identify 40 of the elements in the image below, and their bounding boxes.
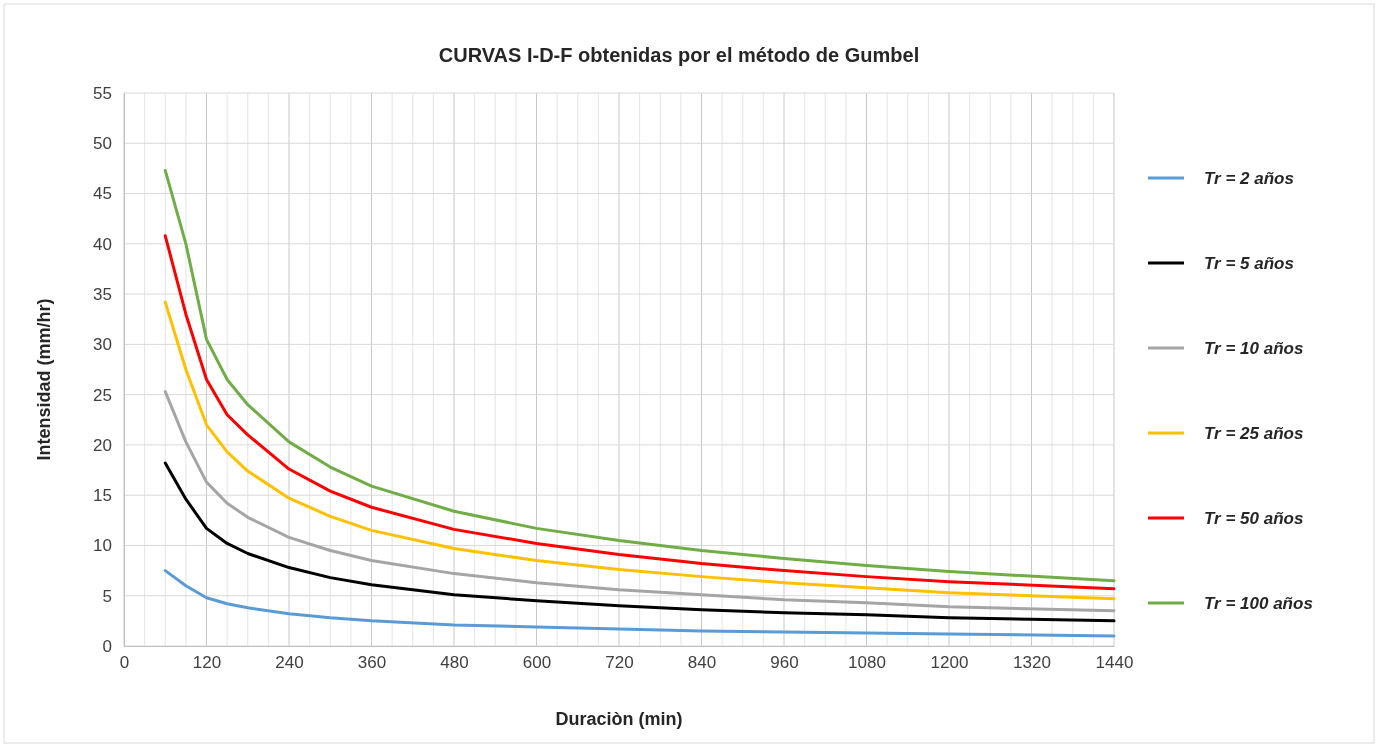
x-tick-label: 1080	[848, 653, 886, 673]
y-axis-title: Intensidad (mm/hr)	[34, 298, 54, 461]
line-series	[163, 390, 1116, 613]
line-series	[163, 461, 1116, 623]
x-tick-label: 120	[192, 653, 222, 673]
y-tick-label: 20	[93, 435, 112, 455]
x-tick-label: 480	[440, 653, 469, 673]
y-tick-label: 15	[93, 486, 112, 506]
line-series	[163, 569, 1116, 638]
y-tick-label: 25	[93, 385, 112, 405]
legend-label: Tr = 10 años	[1204, 339, 1304, 358]
x-tick-label: 960	[770, 653, 799, 673]
x-tick-label: 1200	[930, 653, 969, 673]
chart-title: CURVAS I-D-F obtenidas por el método de Gumbel	[438, 44, 920, 66]
legend-label: Tr = 50 años	[1204, 509, 1304, 528]
legend-label: Tr = 100 años	[1204, 594, 1313, 613]
y-tick-label: 45	[93, 184, 112, 204]
x-axis-title: Duraciòn (min)	[555, 709, 683, 729]
legend-label: Tr = 2 años	[1204, 169, 1294, 188]
line-series	[163, 234, 1116, 591]
y-tick-label: 40	[93, 234, 112, 254]
x-tick-label: 1320	[1013, 653, 1051, 673]
line-series	[163, 300, 1116, 601]
line-series	[163, 168, 1116, 583]
legend-label: Tr = 5 años	[1204, 254, 1294, 273]
y-tick-label: 0	[102, 636, 112, 656]
y-tick-label: 5	[102, 586, 112, 606]
x-tick-label: 0	[119, 653, 130, 673]
x-tick-label: 360	[357, 653, 387, 673]
y-tick-label: 50	[93, 134, 112, 154]
x-tick-label: 840	[687, 653, 717, 673]
y-tick-label: 35	[93, 285, 112, 305]
x-tick-label: 720	[605, 653, 634, 673]
x-tick-label: 1440	[1095, 653, 1134, 673]
y-tick-label: 10	[93, 536, 112, 556]
x-tick-label: 240	[275, 653, 304, 673]
y-tick-label: 30	[93, 335, 112, 355]
y-tick-label: 55	[93, 83, 112, 103]
x-tick-label: 600	[522, 653, 552, 673]
legend-label: Tr = 25 años	[1204, 424, 1304, 443]
